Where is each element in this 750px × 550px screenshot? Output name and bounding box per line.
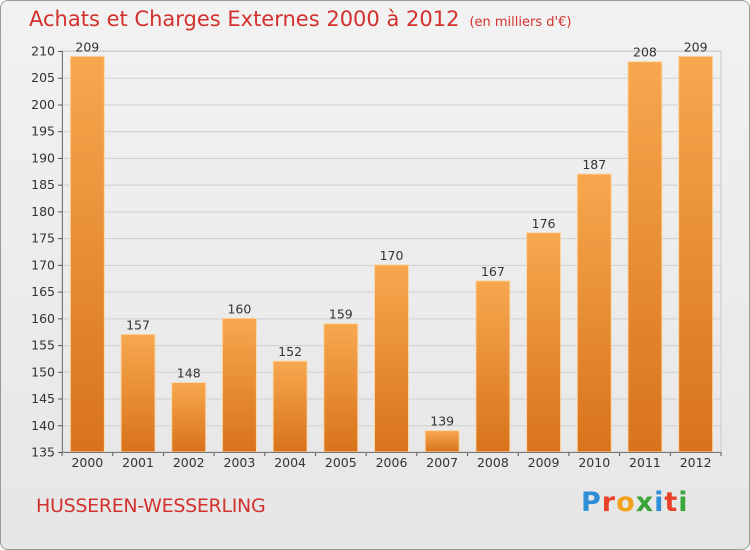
bar <box>526 232 562 453</box>
bar-value-label: 209 <box>75 39 99 54</box>
x-tick-label: 2005 <box>325 455 357 470</box>
bar <box>627 61 663 453</box>
y-tick-label: 145 <box>31 391 55 406</box>
chart-title: Achats et Charges Externes 2000 à 2012 (e… <box>29 7 571 31</box>
y-tick-label: 165 <box>31 284 55 299</box>
x-tick-label: 2004 <box>274 455 306 470</box>
bar-value-label: 208 <box>633 45 657 60</box>
x-tick-label: 2011 <box>629 455 661 470</box>
bar-value-label: 170 <box>380 248 404 263</box>
bar <box>475 280 511 453</box>
bar <box>374 264 409 453</box>
bar-value-label: 157 <box>126 317 150 332</box>
logo-letter: r <box>601 487 617 518</box>
bar <box>272 360 308 453</box>
chart-title-text: Achats et Charges Externes 2000 à 2012 <box>29 7 460 31</box>
bar <box>69 55 105 453</box>
logo-letter: P <box>581 487 602 518</box>
y-tick-label: 195 <box>31 124 55 139</box>
logo-letter: t <box>664 487 679 518</box>
x-tick-label: 2012 <box>680 455 712 470</box>
bar <box>171 381 207 453</box>
proxiti-logo: Proxiti <box>581 487 689 518</box>
x-tick-label: 2002 <box>173 455 205 470</box>
bar-value-label: 187 <box>582 157 606 172</box>
y-tick-label: 200 <box>31 97 55 112</box>
x-tick-label: 2008 <box>477 455 509 470</box>
bar <box>424 430 460 453</box>
y-tick-label: 185 <box>31 177 55 192</box>
x-tick-label: 2009 <box>528 455 560 470</box>
chart-unit: (en milliers d'€) <box>469 15 572 30</box>
bar <box>323 323 359 453</box>
city-name: HUSSEREN-WESSERLING <box>36 495 266 517</box>
bar <box>120 333 156 453</box>
logo-letter: i <box>654 487 665 518</box>
bar-value-label: 152 <box>278 344 302 359</box>
bar <box>221 317 257 453</box>
y-tick-label: 155 <box>31 338 55 353</box>
y-tick-label: 135 <box>31 445 55 460</box>
x-tick-label: 2001 <box>122 455 154 470</box>
bar-value-label: 139 <box>430 414 454 429</box>
x-tick-label: 2003 <box>224 455 256 470</box>
bar-value-label: 148 <box>177 365 201 380</box>
bar <box>678 55 714 453</box>
y-tick-label: 160 <box>31 311 55 326</box>
x-tick-label: 2010 <box>578 455 610 470</box>
y-tick-label: 170 <box>31 257 55 272</box>
logo-letter: o <box>616 487 636 518</box>
bar-value-label: 159 <box>329 307 353 322</box>
y-tick-label: 140 <box>31 418 55 433</box>
bar <box>576 173 612 453</box>
x-tick-label: 2007 <box>426 455 458 470</box>
y-tick-label: 205 <box>31 70 55 85</box>
x-tick-label: 2006 <box>376 455 408 470</box>
y-tick-label: 180 <box>31 204 55 219</box>
logo-letter: i <box>678 487 689 518</box>
y-tick-label: 150 <box>31 364 55 379</box>
logo-letter: x <box>635 487 655 518</box>
bar-value-label: 167 <box>481 264 505 279</box>
y-tick-label: 175 <box>31 231 55 246</box>
bar-value-label: 176 <box>532 216 556 231</box>
bar-value-label: 209 <box>684 39 708 54</box>
x-tick-label: 2000 <box>71 455 103 470</box>
y-tick-label: 190 <box>31 150 55 165</box>
bar-value-label: 160 <box>227 301 251 316</box>
y-tick-label: 210 <box>31 44 55 59</box>
